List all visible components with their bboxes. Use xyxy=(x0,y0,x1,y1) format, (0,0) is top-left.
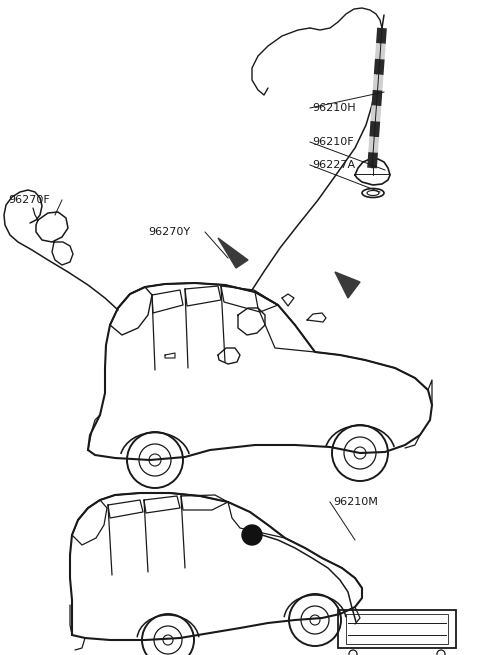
Text: 96227A: 96227A xyxy=(312,160,355,170)
Bar xyxy=(338,610,456,648)
Text: 96270F: 96270F xyxy=(8,195,50,205)
Bar xyxy=(346,614,448,644)
Text: 96270Y: 96270Y xyxy=(148,227,190,237)
Polygon shape xyxy=(335,272,360,298)
Text: 96210M: 96210M xyxy=(333,497,378,507)
Text: 96210F: 96210F xyxy=(312,137,354,147)
Circle shape xyxy=(242,525,262,545)
Polygon shape xyxy=(218,238,248,268)
Text: 96210H: 96210H xyxy=(312,103,356,113)
